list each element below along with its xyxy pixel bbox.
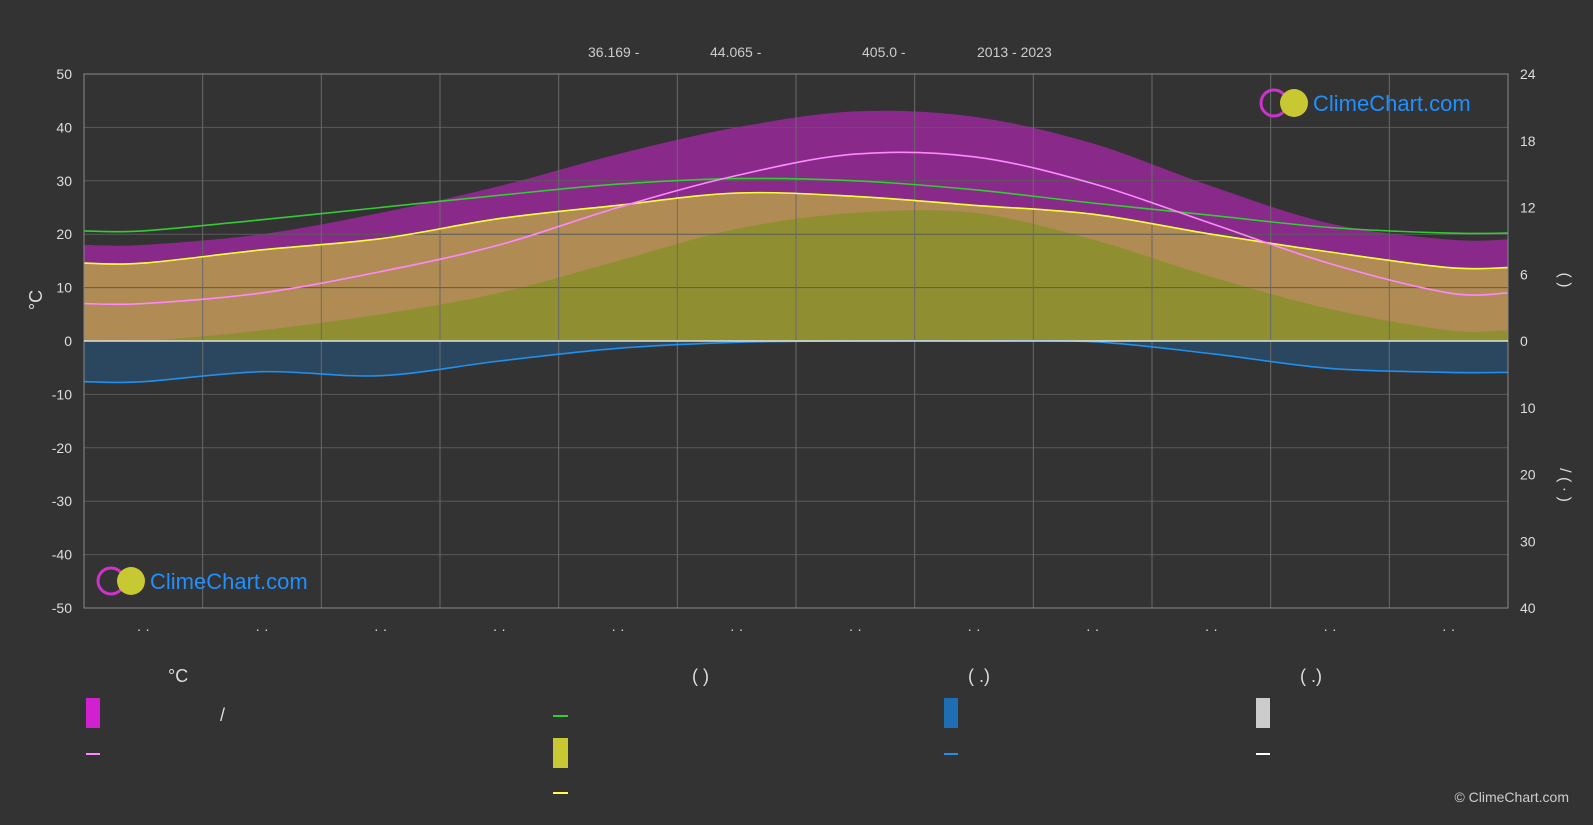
plot-area [83,73,1509,609]
left-tick-label: -40 [52,547,72,563]
right-tick-label: 0 [1520,333,1528,349]
month-tick-label: · · [374,621,387,637]
right-axis-label-bottom: / ( · ) [1556,468,1573,502]
month-tick-label: · · [255,621,268,637]
daylight-line [83,177,1509,235]
header-years: 2013 - 2023 [977,44,1052,60]
month-tick-label: · · [1323,621,1336,637]
legend: °C / ( ) ( .) ( .) [86,666,1322,794]
x-axis: · · · · · · · · · · · · · · · · · · · · · · · · [137,621,1456,637]
month-tick-label: · · [849,621,862,637]
month-tick-label: · · [1442,621,1455,637]
month-tick-label: · · [1086,621,1099,637]
legend-sunshine-swatch [553,738,568,768]
logo-text: ClimeChart.com [1313,91,1471,116]
right-axis: 24 18 12 6 0 10 20 30 40 [1520,66,1536,616]
logo-sun-icon [1280,89,1308,117]
logo-top-right: ClimeChart.com [1259,88,1471,118]
left-tick-label: 10 [56,280,72,296]
logo-bottom-left: ClimeChart.com [96,566,308,596]
left-tick-label: -50 [52,600,72,616]
right-tick-label: 30 [1520,533,1536,549]
right-tick-label: 24 [1520,66,1536,82]
month-tick-label: · · [1205,621,1218,637]
month-tick-label: · · [730,621,743,637]
copyright: © ClimeChart.com [1454,789,1569,805]
right-tick-label: 6 [1520,266,1528,282]
month-tick-label: · · [611,621,624,637]
legend-precip-swatch [944,698,958,728]
left-tick-label: 30 [56,173,72,189]
right-tick-label: 12 [1520,200,1536,216]
legend-col1-title: °C [168,666,188,686]
month-tick-label: · · [137,621,150,637]
header-longitude: 44.065 - [710,44,762,60]
left-tick-label: -10 [52,386,72,402]
legend-col2-title: ( ) [692,666,709,686]
left-tick-label: 20 [56,226,72,242]
right-axis-label-top: ( ) [1556,272,1573,287]
month-tick-label: · · [967,621,980,637]
header-elevation: 405.0 - [862,44,906,60]
legend-temp-range-swatch [86,698,100,728]
right-tick-label: 18 [1520,133,1536,149]
left-tick-label: 0 [64,333,72,349]
header-latitude: 36.169 - [588,44,640,60]
left-tick-label: -20 [52,440,72,456]
legend-snow-swatch [1256,698,1270,728]
left-axis-unit: °C [26,290,46,310]
right-tick-label: 10 [1520,400,1536,416]
left-tick-label: 40 [56,119,72,135]
left-axis: 50 40 30 20 10 0 -10 -20 -30 -40 -50 [52,66,72,616]
logo-text: ClimeChart.com [150,569,308,594]
temp-mean-line [83,151,1509,306]
sunshine-line [83,191,1509,270]
logo-sun-icon [117,567,145,595]
right-tick-label: 40 [1520,600,1536,616]
left-tick-label: 50 [56,66,72,82]
legend-temp-range-sep: / [220,705,225,725]
legend-col4-title: ( .) [1300,666,1322,686]
legend-col3-title: ( .) [968,666,990,686]
left-tick-label: -30 [52,493,72,509]
month-tick-label: · · [493,621,506,637]
right-tick-label: 20 [1520,467,1536,483]
